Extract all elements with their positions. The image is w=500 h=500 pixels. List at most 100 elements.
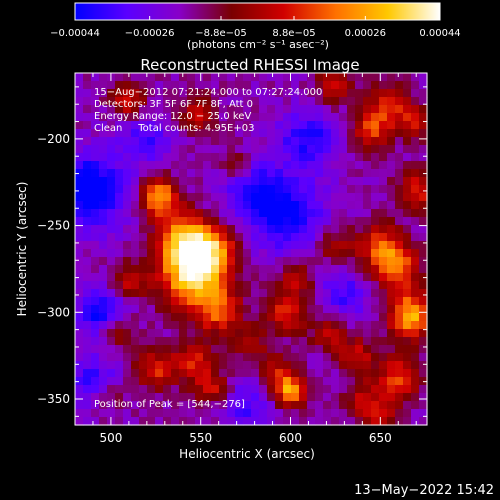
heatmap-cell bbox=[395, 177, 404, 186]
heatmap-cell bbox=[235, 217, 244, 226]
heatmap-cell bbox=[131, 297, 140, 306]
heatmap-cell bbox=[355, 297, 364, 306]
heatmap-cell bbox=[259, 417, 268, 426]
heatmap-cell bbox=[139, 393, 148, 402]
heatmap-cell bbox=[419, 249, 428, 258]
heatmap-cell bbox=[315, 321, 324, 330]
heatmap-cell bbox=[307, 105, 316, 114]
heatmap-cell bbox=[275, 225, 284, 234]
heatmap-cell bbox=[211, 257, 220, 266]
heatmap-cell bbox=[171, 145, 180, 154]
heatmap-cell bbox=[171, 385, 180, 394]
heatmap-cell bbox=[259, 353, 268, 362]
heatmap-cell bbox=[187, 281, 196, 290]
heatmap-cell bbox=[387, 137, 396, 146]
heatmap-cell bbox=[307, 161, 316, 170]
heatmap-cell bbox=[219, 73, 228, 82]
heatmap-cell bbox=[307, 401, 316, 410]
heatmap-cell bbox=[379, 385, 388, 394]
heatmap-cell bbox=[347, 249, 356, 258]
heatmap-cell bbox=[235, 361, 244, 370]
heatmap-cell bbox=[155, 97, 164, 106]
heatmap-cell bbox=[379, 161, 388, 170]
heatmap-cell bbox=[75, 337, 84, 346]
heatmap-cell bbox=[99, 73, 108, 82]
heatmap-cell bbox=[299, 417, 308, 426]
heatmap-cell bbox=[323, 353, 332, 362]
heatmap-cell bbox=[139, 329, 148, 338]
heatmap-cell bbox=[163, 73, 172, 82]
heatmap-cell bbox=[403, 361, 412, 370]
heatmap-cell bbox=[323, 321, 332, 330]
heatmap-cell bbox=[155, 161, 164, 170]
heatmap-cell bbox=[299, 153, 308, 162]
heatmap-cell bbox=[283, 129, 292, 138]
heatmap-cell bbox=[83, 385, 92, 394]
heatmap-cell bbox=[227, 345, 236, 354]
heatmap-cell bbox=[275, 417, 284, 426]
heatmap-cell bbox=[251, 393, 260, 402]
heatmap-cell bbox=[227, 129, 236, 138]
heatmap-cell bbox=[347, 209, 356, 218]
heatmap-cell bbox=[371, 177, 380, 186]
heatmap-cell bbox=[211, 233, 220, 242]
heatmap-cell bbox=[131, 145, 140, 154]
heatmap-cell bbox=[267, 193, 276, 202]
heatmap-cell bbox=[163, 161, 172, 170]
heatmap-cell bbox=[91, 329, 100, 338]
heatmap-cell bbox=[155, 193, 164, 202]
heatmap-cell bbox=[339, 281, 348, 290]
heatmap-cell bbox=[347, 105, 356, 114]
heatmap-cell bbox=[411, 201, 420, 210]
heatmap-cell bbox=[283, 401, 292, 410]
heatmap-cell bbox=[299, 169, 308, 178]
heatmap-cell bbox=[115, 385, 124, 394]
heatmap-cell bbox=[155, 417, 164, 426]
heatmap-cell bbox=[411, 265, 420, 274]
heatmap-cell bbox=[115, 97, 124, 106]
heatmap-cell bbox=[419, 385, 428, 394]
heatmap-cell bbox=[147, 417, 156, 426]
heatmap-cell bbox=[339, 361, 348, 370]
heatmap-cell bbox=[211, 297, 220, 306]
heatmap-cell bbox=[131, 377, 140, 386]
heatmap-cell bbox=[347, 273, 356, 282]
heatmap-cell bbox=[91, 225, 100, 234]
colorbar-tick-label: 8.8e−05 bbox=[272, 28, 315, 39]
colorbar-tick-label: −0.00026 bbox=[125, 28, 175, 39]
heatmap-cell bbox=[315, 297, 324, 306]
heatmap-cell bbox=[267, 161, 276, 170]
heatmap-cell bbox=[123, 361, 132, 370]
heatmap-cell bbox=[395, 345, 404, 354]
heatmap-cell bbox=[91, 281, 100, 290]
heatmap-cell bbox=[227, 113, 236, 122]
heatmap-cell bbox=[259, 89, 268, 98]
heatmap-cell bbox=[219, 281, 228, 290]
heatmap-cell bbox=[403, 233, 412, 242]
heatmap-cell bbox=[219, 313, 228, 322]
heatmap-cell bbox=[411, 337, 420, 346]
heatmap-cell bbox=[227, 97, 236, 106]
heatmap-cell bbox=[299, 137, 308, 146]
heatmap-cell bbox=[75, 177, 84, 186]
heatmap-cell bbox=[371, 361, 380, 370]
heatmap-cell bbox=[355, 153, 364, 162]
heatmap-cell bbox=[283, 249, 292, 258]
heatmap-cell bbox=[283, 169, 292, 178]
heatmap-cell bbox=[339, 241, 348, 250]
heatmap-cell bbox=[283, 177, 292, 186]
heatmap-cell bbox=[315, 329, 324, 338]
heatmap-cell bbox=[267, 169, 276, 178]
heatmap-cell bbox=[323, 169, 332, 178]
heatmap-cell bbox=[299, 193, 308, 202]
heatmap-cell bbox=[107, 153, 116, 162]
heatmap-cell bbox=[147, 393, 156, 402]
heatmap-cell bbox=[259, 161, 268, 170]
heatmap-cell bbox=[411, 417, 420, 426]
heatmap-cell bbox=[299, 265, 308, 274]
heatmap-cell bbox=[235, 73, 244, 82]
heatmap-cell bbox=[131, 209, 140, 218]
heatmap-cell bbox=[139, 89, 148, 98]
heatmap-cell bbox=[75, 169, 84, 178]
heatmap-cell bbox=[403, 417, 412, 426]
